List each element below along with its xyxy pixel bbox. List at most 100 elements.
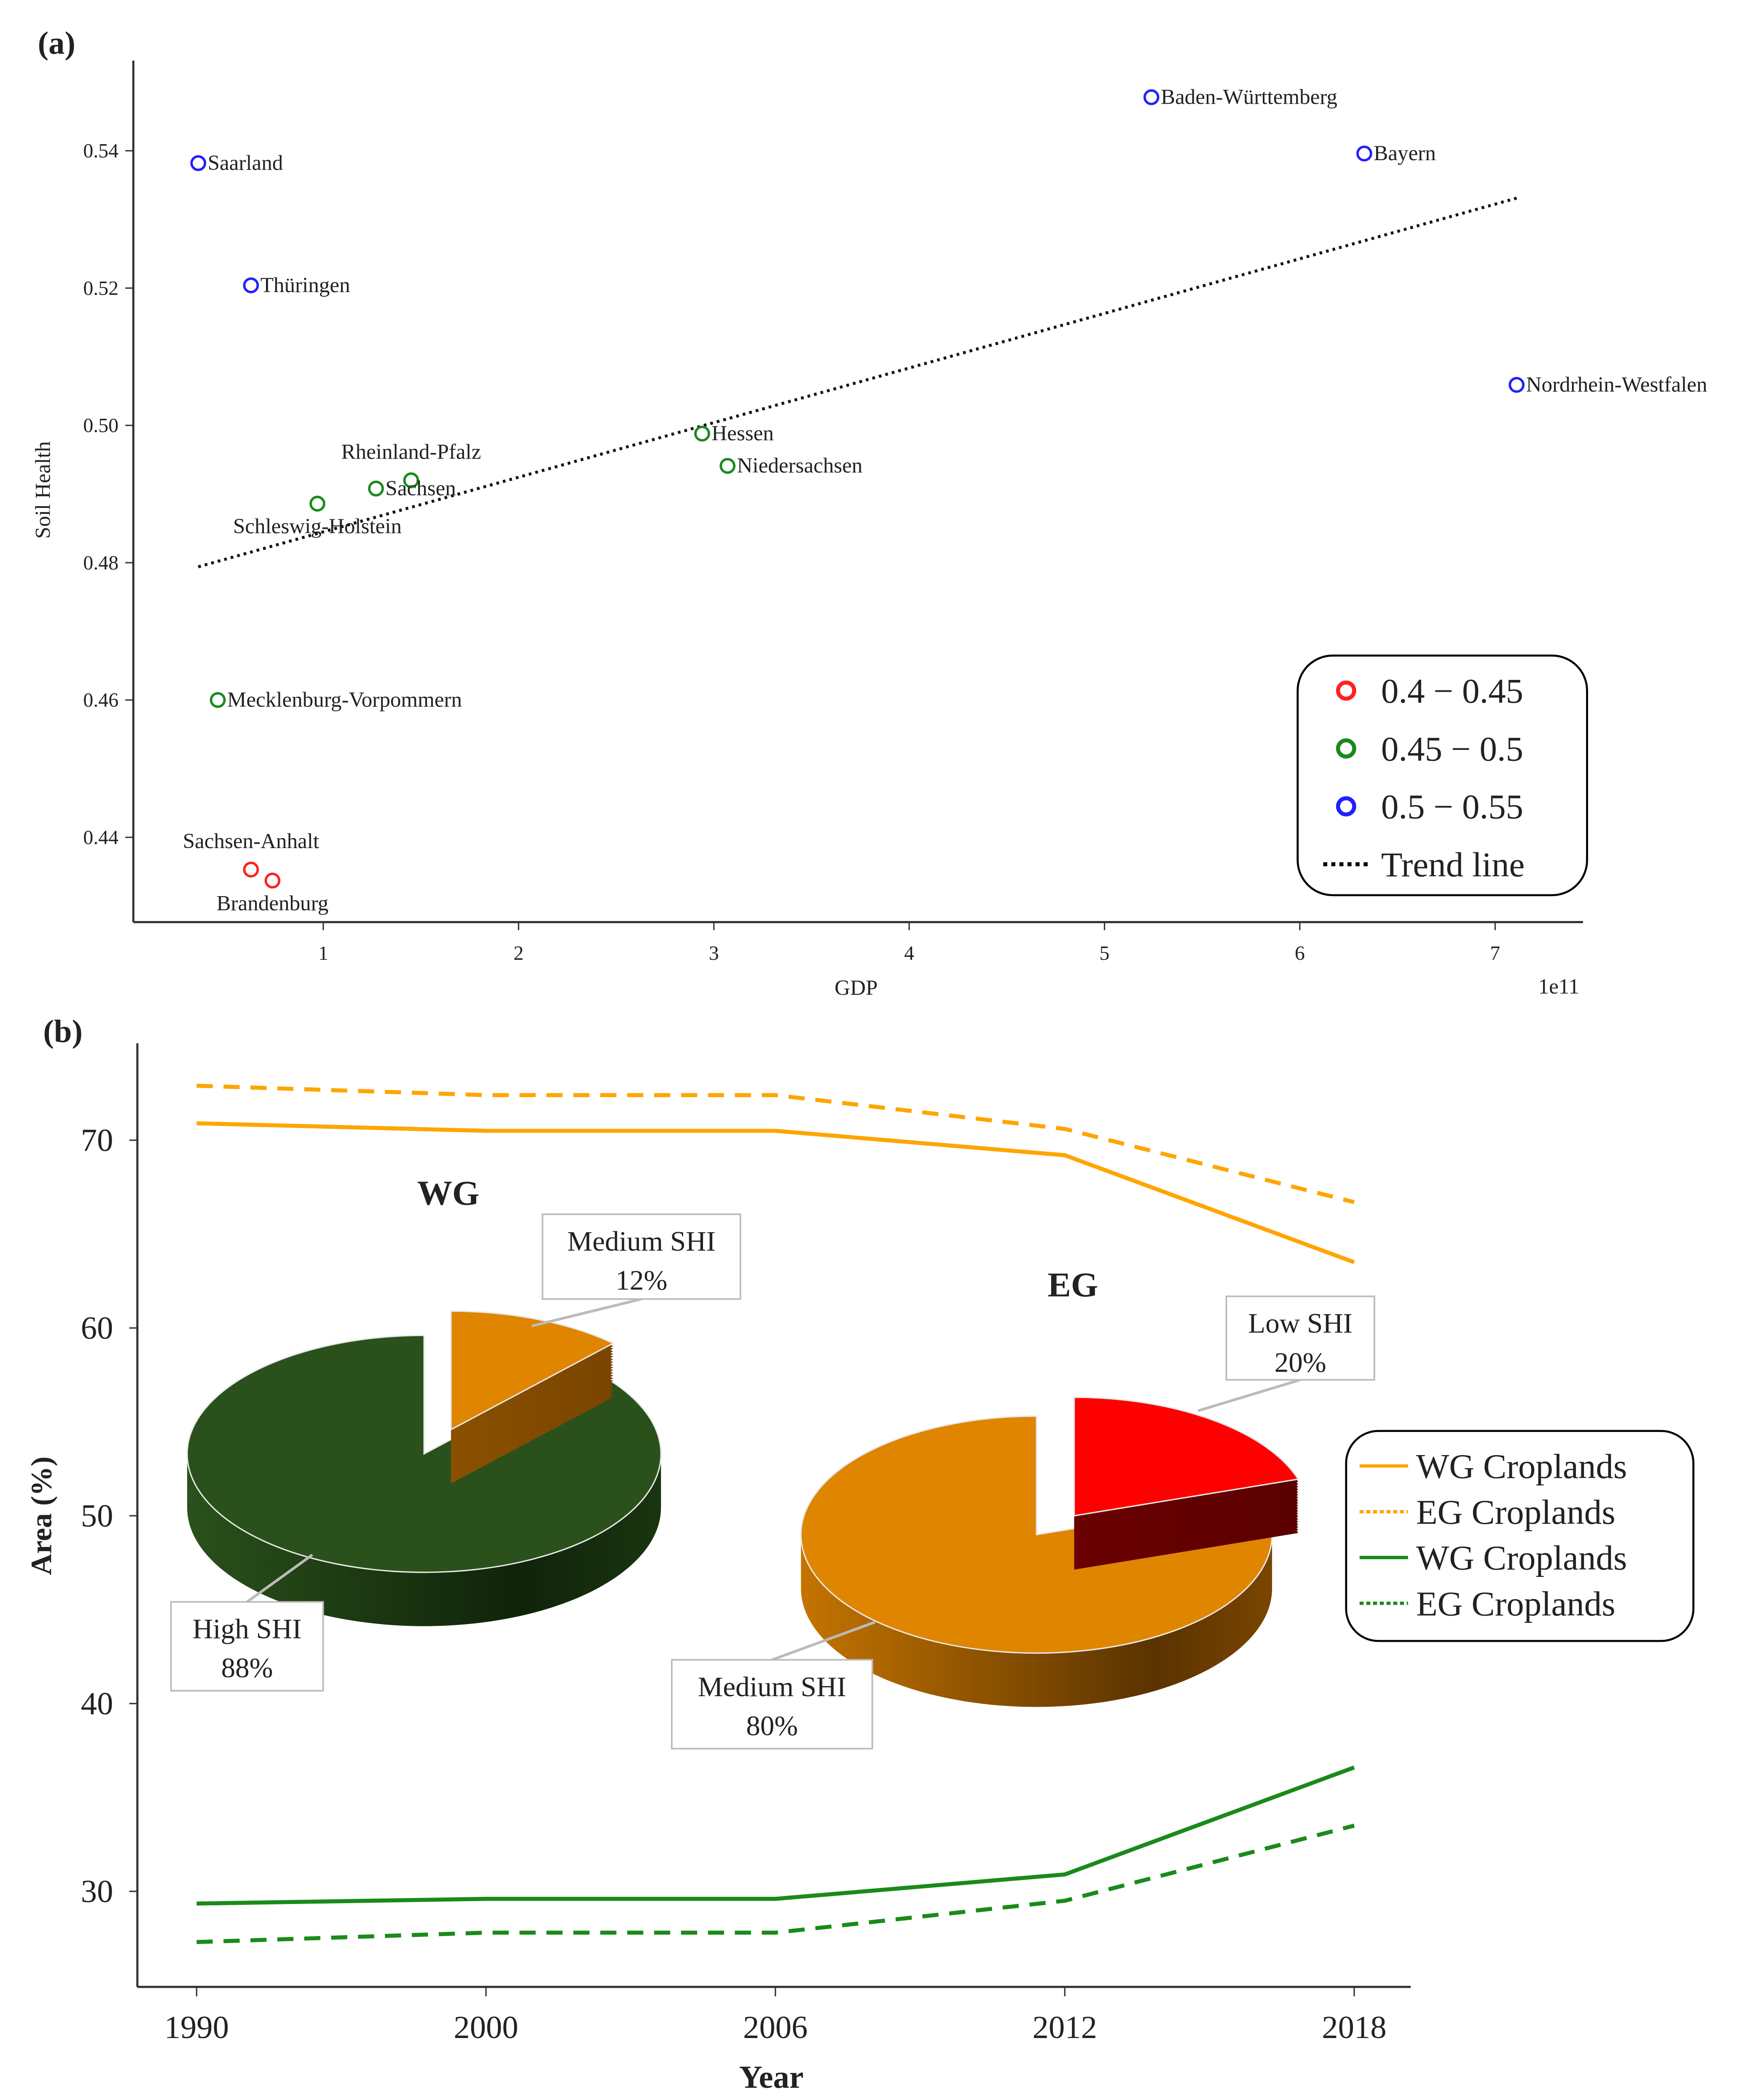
legend-marker xyxy=(1336,680,1356,701)
callout-leader xyxy=(1197,1378,1301,1412)
x-tick-label: 5 xyxy=(1100,942,1110,964)
x-tick-label: 2006 xyxy=(743,2009,808,2045)
data-point xyxy=(368,481,384,497)
callout-value: 12% xyxy=(615,1264,667,1296)
callout-box xyxy=(170,1601,324,1692)
y-tick-label: 60 xyxy=(81,1310,113,1346)
point-label: Mecklenburg-Vorpommern xyxy=(227,688,462,712)
legend-label: EG Croplands xyxy=(1416,1493,1616,1531)
point-label: Thüringen xyxy=(260,273,350,297)
pie-slice-top xyxy=(800,1415,1273,1654)
data-point xyxy=(403,472,419,489)
trend-line xyxy=(198,196,1517,569)
point-label: Schleswig-Holstein xyxy=(233,514,402,538)
data-point xyxy=(1356,145,1372,162)
pie-title: EG xyxy=(1047,1265,1098,1304)
legend-label: WG Croplands xyxy=(1416,1447,1627,1486)
series-line xyxy=(196,1083,1355,1204)
callout-box xyxy=(1225,1295,1375,1381)
callout-label: High SHI xyxy=(193,1613,302,1645)
point-label: Brandenburg xyxy=(217,891,329,915)
point-label: Sachsen-Anhalt xyxy=(183,829,319,853)
callout-leader xyxy=(771,1621,876,1661)
series-line xyxy=(196,1823,1355,1944)
x-tick-label: 7 xyxy=(1490,942,1500,964)
point-label: Nordrhein-Westfalen xyxy=(1526,373,1707,397)
y-tick-label: 70 xyxy=(81,1123,113,1158)
point-label: Hessen xyxy=(711,422,774,446)
panel-a-scatter: (a) 1 2 3 4 5 6 7 0.44 0.46 0.48 0.50 0.52 0.54 Saar… xyxy=(31,25,1707,1000)
callout-label: Low SHI xyxy=(1248,1308,1353,1339)
data-point xyxy=(694,425,710,442)
legend-label: WG Croplands xyxy=(1416,1539,1627,1577)
x-tick-label: 2 xyxy=(513,942,523,964)
y-tick-label: 50 xyxy=(81,1498,113,1534)
data-point xyxy=(719,458,736,474)
y-axis-title-b: Area (%) xyxy=(25,1456,58,1575)
panel-b-line: (b) 1990 2000 2006 2012 2018 30 40 50 60 70 WG Hig… xyxy=(25,1013,1695,2095)
x-tick-label: 3 xyxy=(709,942,719,964)
callout-label: Medium SHI xyxy=(698,1671,846,1703)
x-tick-label: 1 xyxy=(318,942,328,964)
data-point xyxy=(1143,89,1160,105)
x-tick-label: 2000 xyxy=(454,2009,518,2045)
x-tick-label: 2018 xyxy=(1322,2009,1386,2045)
legend-marker xyxy=(1336,738,1356,759)
callout-box xyxy=(671,1659,873,1750)
pie-slice xyxy=(800,1415,1273,1707)
pie-title: WG xyxy=(417,1174,480,1212)
callout-value: 20% xyxy=(1275,1346,1326,1378)
x-axis-title-b: Year xyxy=(739,2059,803,2095)
point-label: Sachsen xyxy=(385,476,456,500)
x-axis-title: GDP xyxy=(835,976,878,1000)
pie-slice-top xyxy=(450,1310,615,1431)
pie-eg: EG Medium SHI 80% Low SHI 20% xyxy=(671,1265,1375,1750)
data-point xyxy=(264,873,281,889)
legend-label: Trend line xyxy=(1381,845,1525,884)
data-point xyxy=(243,277,259,293)
x-tick-label: 2012 xyxy=(1033,2009,1097,2045)
panel-b-label: (b) xyxy=(43,1013,83,1049)
y-tick-label: 0.52 xyxy=(83,277,118,299)
callout-label: Medium SHI xyxy=(567,1225,716,1257)
y-tick-label: 40 xyxy=(81,1686,113,1721)
x-tick-label: 1990 xyxy=(164,2009,229,2045)
callout-value: 88% xyxy=(221,1652,273,1684)
legend-label: 0.5 − 0.55 xyxy=(1381,787,1523,826)
x-tick-label: 6 xyxy=(1295,942,1305,964)
legend-label: 0.45 − 0.5 xyxy=(1381,729,1523,768)
pie-slice xyxy=(450,1310,615,1484)
legend-b-frame xyxy=(1345,1430,1695,1642)
panel-a-label: (a) xyxy=(38,25,75,61)
y-tick-label: 30 xyxy=(81,1874,113,1909)
data-point xyxy=(1508,377,1525,393)
point-label: Bayern xyxy=(1374,141,1436,165)
data-point xyxy=(243,862,259,878)
legend-a-frame xyxy=(1296,654,1588,897)
pie-wg: WG High SHI 88% Medium SHI 12% xyxy=(170,1174,741,1692)
callout-leader xyxy=(246,1554,313,1603)
x-axis-offset-label: 1e11 xyxy=(1538,975,1579,999)
pie-slice xyxy=(186,1335,662,1626)
y-tick-label: 0.46 xyxy=(83,689,118,712)
callout-value: 80% xyxy=(746,1710,798,1742)
point-label: Saarland xyxy=(208,151,283,175)
y-tick-label: 0.44 xyxy=(83,826,118,849)
y-tick-label: 0.50 xyxy=(83,414,118,437)
pie-slice xyxy=(1074,1396,1299,1570)
point-label: Baden-Württemberg xyxy=(1161,85,1337,109)
legend-label: 0.4 − 0.45 xyxy=(1381,671,1523,710)
point-label: Rheinland-Pfalz xyxy=(341,440,481,464)
series-line xyxy=(196,1765,1355,1906)
data-point xyxy=(190,155,207,171)
legend-label: EG Croplands xyxy=(1416,1584,1616,1623)
x-tick-label: 4 xyxy=(904,942,914,964)
data-point xyxy=(309,496,325,512)
point-label: Niedersachsen xyxy=(737,454,863,478)
callout-box xyxy=(542,1213,741,1300)
callout-leader xyxy=(531,1297,642,1327)
legend-marker xyxy=(1336,796,1356,816)
y-axis-title: Soil Health xyxy=(31,441,55,539)
y-tick-label: 0.48 xyxy=(83,552,118,574)
